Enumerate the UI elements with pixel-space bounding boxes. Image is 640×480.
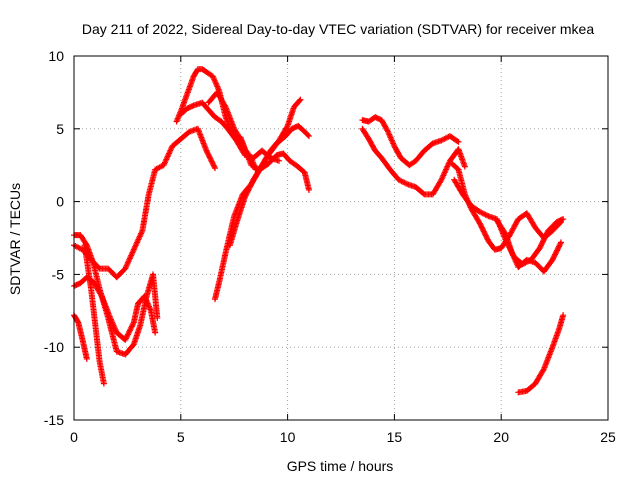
tick-labels: 0 5 10 15 20 25 -15 -10 -5 0 5 10 [44,48,616,445]
series-markers [359,114,462,169]
x-tick-label: 0 [70,429,78,445]
series-track-16 [515,312,567,396]
y-tick-label: 5 [56,121,64,137]
x-tick-label: 20 [493,429,509,445]
y-tick-label: -15 [44,412,64,428]
series-markers [359,125,468,198]
y-axis-label: SDTVAR / TECUs [7,183,23,295]
y-tick-label: 10 [48,48,64,64]
series-track-5 [81,242,107,387]
x-tick-label: 10 [280,429,296,445]
x-tick-label: 5 [177,429,185,445]
y-tick-label: 0 [56,194,64,210]
series-track-11 [359,125,468,198]
series-markers [493,217,565,275]
x-tick-label: 15 [387,429,403,445]
x-tick-label: 25 [600,429,616,445]
data-points [71,66,567,396]
chart-title: Day 211 of 2022, Sidereal Day-to-day VTE… [82,21,594,37]
plot-border [73,55,609,421]
axis-ticks [73,55,609,421]
y-tick-label: -5 [52,266,65,282]
series-markers [81,242,107,387]
series-track-12 [359,114,462,169]
series-track-15 [493,217,565,275]
series-markers [226,96,304,249]
series-track-10 [226,96,304,249]
series-markers [515,312,567,396]
x-axis-label: GPS time / hours [287,458,394,474]
y-tick-label: -10 [44,339,64,355]
